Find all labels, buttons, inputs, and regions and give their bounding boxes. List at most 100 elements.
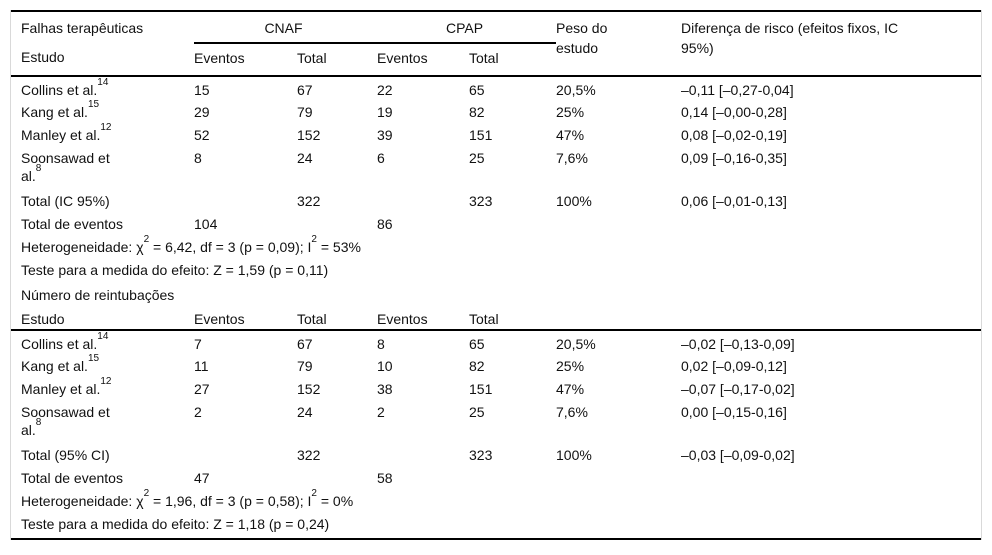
header-row-groups: Falhas terapêuticas CNAF CPAP Peso do es… [11,11,981,77]
heterogeneity-row: Heterogeneidade: χ2 = 6,42, df = 3 (p = … [11,234,981,257]
group-header-cpap: CPAP [377,11,556,44]
cnaf-events-cell: 29 [194,104,210,120]
i-squared-exponent: 2 [311,234,317,246]
study-name-cell: Kang et al.15 [11,353,194,376]
het-text-part: = 53% [316,239,361,255]
study-name-cell: Collins et al.14 [11,76,194,99]
het-text-part: Heterogeneidade: χ [21,493,144,509]
cnaf-events-cell: 11 [194,358,209,374]
cpap-total-cell: 65 [469,82,485,98]
total-events-row: Total de eventos 104 86 [11,211,981,234]
study-name: Soonsawad et al. [21,150,110,184]
cpap-total-cell: 323 [469,193,493,209]
study-row: Soonsawad et al.8 2 24 2 25 7,6% 0,00 [–… [11,399,981,442]
cpap-events-cell: 6 [377,150,385,166]
study-name-cell: Kang et al.15 [11,99,194,122]
heterogeneity-row: Heterogeneidade: χ2 = 1,96, df = 3 (p = … [11,488,981,511]
chi-squared-exponent: 2 [143,488,150,500]
col-header-cpap-total: Total [469,43,556,77]
cnaf-events-cell: 47 [194,470,210,486]
empty-cell [681,211,981,234]
study-name-cell: Soonsawad et al.8 [11,399,194,442]
meta-analysis-table: Falhas terapêuticas CNAF CPAP Peso do es… [11,10,981,540]
empty-cell [377,442,469,465]
study-name: Kang et al. [21,358,88,374]
total-events-label: Total de eventos [21,216,123,232]
cnaf-events-cell: 7 [194,336,202,352]
group-header-cnaf: CNAF [194,11,377,44]
weight-cell: 100% [556,447,592,463]
weight-cell: 20,5% [556,336,596,352]
empty-cell [194,442,297,465]
total-label: Total (95% CI) [21,447,110,463]
outcome-title-reintubations: Número de reintubações [21,287,175,303]
col-header-cpap-events: Eventos [377,305,469,331]
cpap-total-cell: 25 [469,404,485,420]
cnaf-events-cell: 52 [194,127,210,143]
cpap-events-cell: 10 [377,358,393,374]
empty-cell [377,188,469,211]
het-text-part: Heterogeneidade: χ [21,239,144,255]
cpap-events-cell: 22 [377,82,393,98]
het-text-part: = 6,42, df = 3 (p = 0,09); I [149,239,312,255]
cpap-total-cell: 151 [469,127,493,143]
col-header-cnaf-total: Total [297,43,377,77]
col-header-study: Estudo [11,305,194,331]
total-events-label: Total de eventos [21,470,123,486]
reference-superscript: 15 [87,99,100,111]
cpap-total-cell: 323 [469,447,493,463]
weight-cell: 7,6% [556,404,588,420]
cnaf-total-cell: 322 [297,193,321,209]
cpap-total-cell: 65 [469,336,485,352]
empty-cell [469,211,556,234]
weight-cell: 47% [556,127,585,143]
study-row: Kang et al.15 11 79 10 82 25% 0,02 [–0,0… [11,353,981,376]
empty-cell [194,188,297,211]
total-events-row: Total de eventos 47 58 [11,465,981,488]
total-label: Total (IC 95%) [21,193,110,209]
cnaf-total-cell: 79 [297,104,313,120]
col-header-cpap-events: Eventos [377,43,469,77]
cnaf-events-cell: 15 [194,82,210,98]
risk-difference-cell: –0,03 [–0,09-0,02] [681,447,795,463]
empty-cell [297,465,377,488]
cnaf-events-cell: 2 [194,404,202,420]
empty-cell [469,465,556,488]
risk-difference-cell: 0,02 [–0,09-0,12] [681,358,787,374]
cpap-total-cell: 82 [469,104,485,120]
empty-cell [556,211,681,234]
risk-difference-cell: 0,14 [–0,00-0,28] [681,104,787,120]
risk-difference-cell: 0,00 [–0,15-0,16] [681,404,787,420]
col-header-cpap-total: Total [469,305,556,331]
study-row: Manley et al.12 27 152 38 151 47% –0,07 … [11,376,981,399]
cnaf-total-cell: 67 [297,336,313,352]
study-name-cell: Manley et al.12 [11,122,194,145]
empty-cell [556,305,681,331]
reference-superscript: 12 [100,376,112,388]
study-row: Kang et al.15 29 79 19 82 25% 0,14 [–0,0… [11,99,981,122]
section2-header-row: Estudo Eventos Total Eventos Total [11,305,981,331]
study-name: Manley et al. [21,381,101,397]
weight-cell: 25% [556,358,585,374]
chi-squared-exponent: 2 [143,234,150,246]
cpap-events-cell: 38 [377,381,393,397]
reference-superscript: 12 [100,122,112,134]
section2-title-row: Número de reintubações [11,280,981,305]
risk-difference-cell: 0,09 [–0,16-0,35] [681,150,787,166]
cnaf-total-cell: 67 [297,82,313,98]
cpap-total-cell: 151 [469,381,493,397]
total-row: Total (IC 95%) 322 323 100% 0,06 [–0,01-… [11,188,981,211]
cpap-total-cell: 25 [469,150,485,166]
weight-cell: 47% [556,381,585,397]
risk-difference-cell: –0,07 [–0,17-0,02] [681,381,795,397]
study-name: Soonsawad et al. [21,404,110,438]
study-name: Manley et al. [21,127,101,143]
reference-superscript: 15 [87,353,100,365]
cpap-total-cell: 82 [469,358,485,374]
empty-cell [681,465,981,488]
effect-test-text: Teste para a medida do efeito: Z = 1,59 … [21,262,329,278]
cnaf-events-cell: 27 [194,381,210,397]
col-header-weight: Peso do estudo [556,11,681,77]
study-name: Collins et al. [21,336,98,352]
study-row: Collins et al.14 7 67 8 65 20,5% –0,02 [… [11,330,981,353]
